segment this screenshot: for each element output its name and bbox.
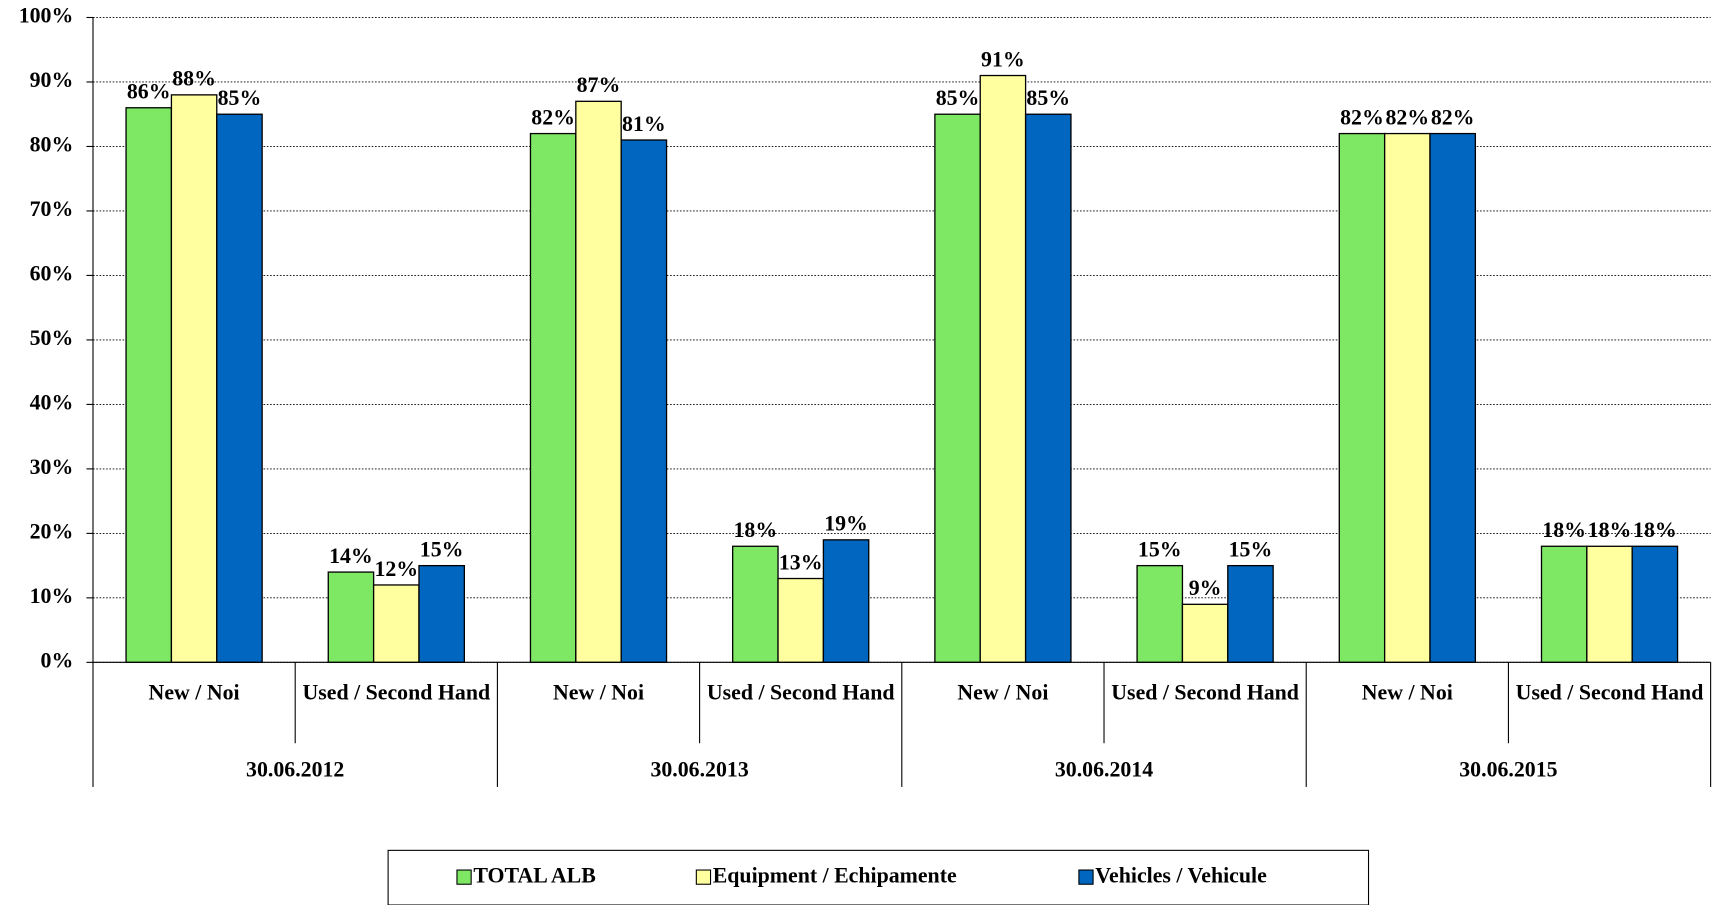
group-label: 30.06.2015 (1459, 758, 1557, 782)
bar (1429, 132, 1477, 664)
bar (529, 132, 577, 664)
bar (979, 74, 1027, 664)
x-tick-label: Used / Second Hand (302, 680, 491, 705)
data-label: 15% (1229, 537, 1273, 561)
data-label: 18% (734, 518, 778, 542)
y-tick-label: 20% (30, 519, 74, 543)
data-label: 91% (981, 47, 1025, 71)
y-tick-label: 80% (30, 132, 74, 156)
y-tick-label: 40% (30, 390, 74, 414)
x-tick-label-text: Used / Second Hand (1515, 680, 1704, 705)
data-label: 85% (218, 86, 262, 110)
bar (1631, 545, 1679, 664)
bar (1024, 113, 1072, 664)
x-tick-label: Used / Second Hand (1111, 680, 1299, 705)
bar (822, 539, 870, 664)
x-tick-label: New / Noi (552, 680, 645, 705)
bar (1227, 564, 1274, 664)
data-label: 85% (1026, 86, 1070, 110)
x-tick-label-text: New / Noi (148, 680, 240, 705)
bar (418, 564, 465, 664)
bar (1136, 564, 1184, 664)
x-tick-label-text: New / Noi (1361, 680, 1453, 705)
bar (125, 107, 173, 664)
x-tick-label: New / Noi (148, 680, 240, 705)
data-label: 85% (936, 86, 980, 110)
legend-label: TOTAL ALB (473, 864, 595, 888)
legend-swatch (1078, 869, 1094, 885)
y-tick-label: 10% (30, 584, 74, 608)
y-tick-label: 60% (30, 261, 74, 285)
y-tick-label: 50% (30, 326, 74, 350)
x-tick-label: Used / Second Hand (706, 680, 895, 705)
data-label: 82% (1340, 105, 1384, 129)
y-tick-label: 30% (30, 455, 74, 479)
data-label: 12% (374, 557, 418, 581)
group-label: 30.06.2014 (1055, 758, 1153, 782)
x-tick-label: Used / Second Hand (1515, 680, 1704, 705)
group-label: 30.06.2012 (246, 758, 344, 782)
y-tick-label: 100% (19, 4, 74, 28)
bar (934, 113, 981, 664)
bar (575, 100, 622, 664)
data-label: 82% (1431, 105, 1475, 129)
data-label: 19% (824, 512, 868, 536)
data-label: 14% (329, 544, 373, 568)
bar (777, 577, 825, 664)
data-label: 88% (172, 67, 216, 91)
x-tick-label-text: Used / Second Hand (1111, 680, 1299, 705)
x-tick-label-text: New / Noi (957, 680, 1049, 705)
legend-swatch (695, 869, 712, 885)
y-tick-label: 70% (30, 197, 74, 221)
y-tick-label: 0% (41, 648, 74, 672)
group-label: 30.06.2013 (650, 758, 748, 782)
bar (327, 571, 375, 664)
data-label: 87% (577, 73, 621, 97)
legend-swatch (456, 869, 472, 885)
data-label: 18% (1588, 518, 1632, 542)
data-label: 18% (1633, 518, 1677, 542)
x-tick-label: New / Noi (1361, 680, 1453, 705)
data-label: 13% (779, 550, 823, 574)
bar (1540, 545, 1588, 664)
bar (732, 545, 779, 664)
data-label: 81% (622, 112, 666, 136)
legend-label: Equipment / Echipamente (713, 864, 957, 888)
bar (170, 94, 218, 664)
data-label: 15% (1138, 537, 1182, 561)
bar (1383, 132, 1431, 664)
legend-box (387, 849, 1370, 905)
bar (1181, 603, 1229, 664)
data-label: 82% (531, 105, 575, 129)
x-tick-label: New / Noi (957, 680, 1049, 705)
bar (620, 139, 668, 664)
data-label: 86% (127, 80, 171, 104)
data-label: 15% (420, 537, 464, 561)
x-tick-label-text: Used / Second Hand (302, 680, 491, 705)
bar (1338, 132, 1386, 664)
data-label: 18% (1542, 518, 1586, 542)
data-label: 82% (1385, 105, 1429, 129)
bar (1586, 545, 1633, 664)
legend-label: Vehicles / Vehicule (1095, 864, 1267, 888)
y-tick-label: 90% (30, 68, 74, 92)
bar (372, 584, 420, 664)
data-label: 9% (1189, 576, 1222, 600)
x-tick-label-text: New / Noi (552, 680, 645, 705)
x-tick-label-text: Used / Second Hand (706, 680, 895, 705)
bar (216, 113, 263, 664)
